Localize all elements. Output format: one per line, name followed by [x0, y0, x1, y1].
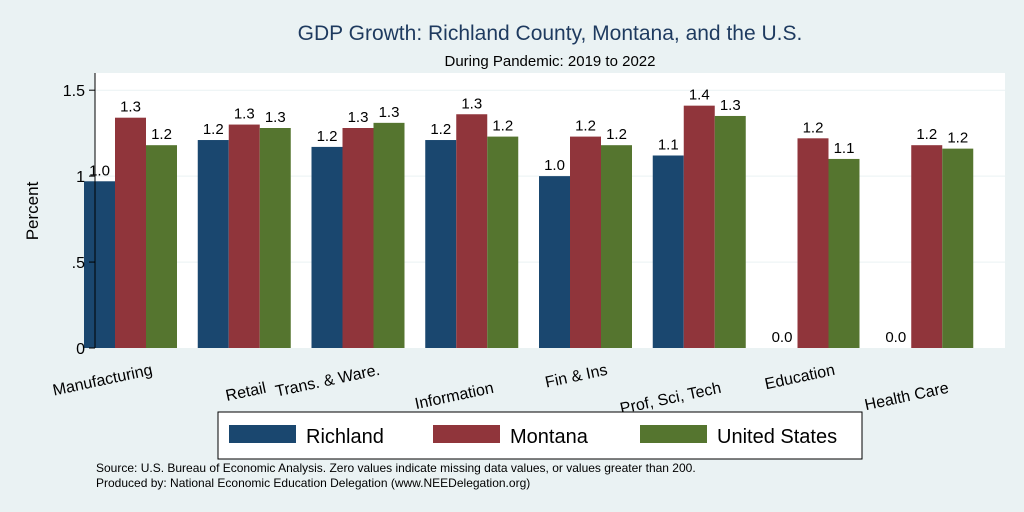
data-label: 1.3 — [720, 97, 741, 114]
data-label: 1.3 — [234, 106, 255, 123]
data-label: 1.2 — [151, 126, 172, 143]
data-label: 1.1 — [658, 137, 679, 154]
data-label: 1.2 — [606, 126, 627, 143]
bar — [342, 128, 374, 348]
data-label: 1.2 — [803, 119, 824, 136]
bar — [487, 136, 519, 348]
legend-swatch — [229, 425, 296, 443]
data-label: 1.3 — [461, 95, 482, 112]
legend-box — [217, 411, 863, 460]
bar — [115, 117, 146, 348]
data-label: 1.2 — [492, 118, 513, 135]
bar — [911, 145, 943, 348]
chart-title: GDP Growth: Richland County, Montana, an… — [298, 22, 803, 45]
bar — [425, 140, 457, 348]
legend: Richland Montana United States — [217, 411, 863, 460]
data-label: 0.0 — [772, 329, 793, 346]
data-label: 1.2 — [430, 121, 451, 138]
bar — [683, 105, 715, 348]
chart-subtitle: During Pandemic: 2019 to 2022 — [445, 53, 656, 70]
data-label: 1.3 — [379, 104, 400, 121]
data-label: 1.2 — [203, 121, 224, 138]
data-label: 1.0 — [89, 162, 110, 179]
data-label: 1.1 — [834, 140, 855, 157]
bar — [373, 122, 405, 348]
bar — [601, 145, 632, 348]
legend-label: Montana — [510, 426, 589, 448]
legend-label: Richland — [306, 426, 384, 448]
data-label: 1.2 — [575, 118, 596, 135]
data-label: 1.4 — [689, 87, 710, 104]
bar — [570, 136, 601, 348]
legend-swatch — [640, 425, 707, 443]
bars-group — [84, 105, 974, 348]
y-tick-label: .5 — [72, 255, 85, 272]
data-label: 1.3 — [348, 109, 369, 126]
bar — [311, 146, 343, 348]
bar — [942, 148, 974, 348]
bar — [228, 124, 260, 348]
bar — [652, 155, 684, 348]
data-label: 1.2 — [916, 126, 937, 143]
data-label: 1.0 — [544, 157, 565, 174]
bar — [828, 158, 860, 348]
y-tick-label: 0 — [76, 341, 85, 358]
source-note: Source: U.S. Bureau of Economic Analysis… — [96, 461, 696, 475]
bar — [714, 115, 746, 348]
data-label: 1.3 — [120, 99, 141, 116]
data-label: 0.0 — [885, 329, 906, 346]
bar — [797, 138, 829, 348]
bar — [84, 181, 115, 348]
bar — [456, 114, 488, 348]
bar — [197, 140, 229, 348]
y-tick-label: 1 — [76, 169, 85, 186]
bar — [146, 145, 177, 348]
data-labels-group: 1.0 1.3 1.2 1.2 1.3 1.3 1.2 1.3 1.3 1.2 1.3 1.2 1.0 1… — [89, 87, 968, 346]
data-label: 1.3 — [265, 109, 286, 126]
legend-label: United States — [717, 426, 837, 448]
data-label: 1.2 — [317, 128, 338, 145]
legend-swatch — [433, 425, 500, 443]
y-axis-label: Percent — [23, 181, 42, 240]
y-ticks-group: 0 .5 1 1.5 — [63, 83, 95, 358]
data-label: 1.2 — [947, 130, 968, 147]
bar — [539, 176, 570, 348]
y-tick-label: 1.5 — [63, 83, 85, 100]
bar — [259, 128, 291, 348]
produced-by-note: Produced by: National Economic Education… — [96, 476, 530, 490]
